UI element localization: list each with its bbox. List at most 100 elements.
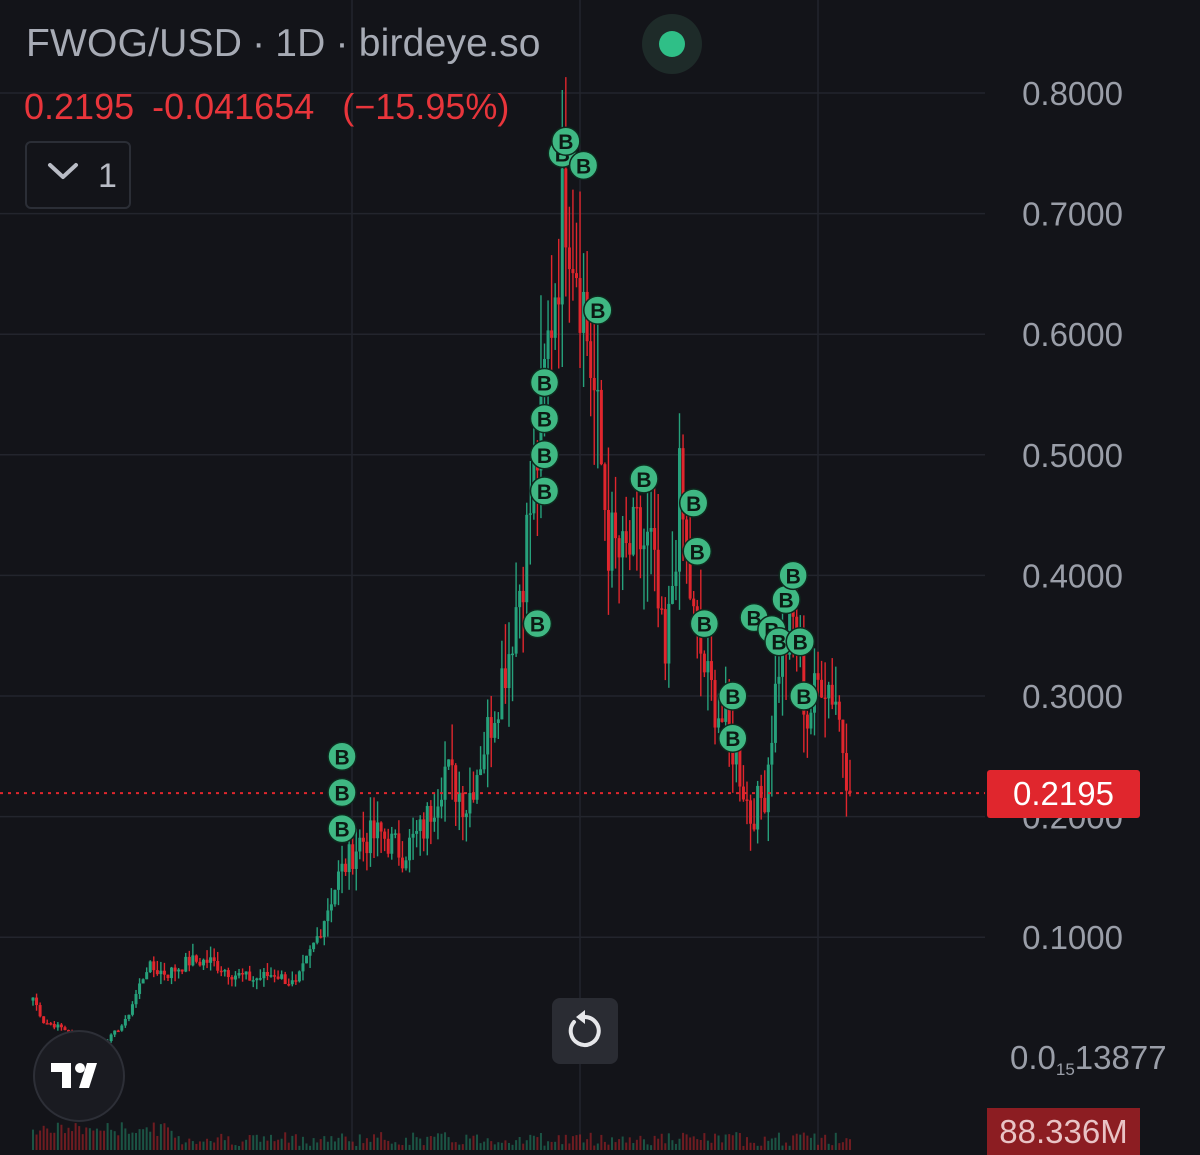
volume-bar	[699, 1139, 702, 1150]
chart-title: FWOG/USD · 1D · birdeye.so	[26, 22, 541, 66]
volume-bar	[106, 1123, 109, 1150]
buy-marker-label: B	[537, 372, 552, 395]
volume-bar	[46, 1128, 49, 1150]
volume-bar	[557, 1135, 560, 1150]
volume-bar	[504, 1140, 507, 1150]
volume-bar	[74, 1123, 77, 1150]
candle-body	[166, 974, 170, 979]
candle-body	[628, 543, 632, 555]
volume-bar	[440, 1133, 443, 1150]
volume-bar	[312, 1138, 315, 1150]
candle-body	[571, 269, 575, 274]
buy-marker-label: B	[747, 608, 762, 631]
volume-bar	[465, 1134, 468, 1150]
indicators-toggle-button[interactable]: 1	[25, 141, 131, 209]
volume-bar	[433, 1136, 436, 1150]
volume-bar	[248, 1134, 251, 1150]
volume-bar	[660, 1133, 663, 1150]
candle-body	[528, 513, 532, 515]
volume-bar	[238, 1145, 241, 1150]
chevron-down-icon	[48, 163, 78, 179]
tradingview-logo-button[interactable]	[33, 1030, 125, 1122]
volume-bar	[163, 1123, 166, 1150]
volume-bar	[507, 1142, 510, 1150]
candle-body	[297, 971, 301, 982]
candle-body	[191, 955, 195, 966]
reset-chart-button[interactable]	[552, 998, 618, 1064]
buy-marker-badge	[529, 476, 560, 506]
candle-body	[827, 684, 831, 699]
candle-body	[770, 742, 774, 765]
candle-body	[702, 653, 706, 673]
candle-body	[500, 668, 504, 720]
volume-bar	[337, 1137, 340, 1150]
candle-body	[198, 961, 202, 966]
candle-body	[379, 822, 383, 832]
candle-body	[333, 889, 337, 905]
candle-body	[440, 799, 443, 807]
volume-bar	[774, 1137, 777, 1150]
buy-marker-badge	[529, 403, 560, 434]
candle-body	[461, 792, 465, 818]
buy-marker-label: B	[590, 300, 605, 323]
buy-marker-badge	[718, 681, 748, 711]
interval-label[interactable]: 1D	[275, 22, 326, 65]
volume-bar	[387, 1140, 390, 1150]
volume-bar	[781, 1145, 784, 1150]
volume-bar	[429, 1136, 432, 1150]
candle-body	[709, 661, 713, 681]
price-change-value: -0.041654	[152, 86, 315, 127]
volume-bar	[500, 1142, 503, 1150]
candle-body	[766, 764, 770, 813]
candle-body	[187, 956, 191, 966]
volume-bar	[291, 1135, 294, 1150]
candle-body	[376, 822, 380, 839]
volume-bar	[419, 1138, 422, 1150]
volume-bar	[607, 1144, 610, 1150]
candle-body	[184, 956, 188, 972]
volume-bar	[174, 1137, 177, 1150]
price-axis-label: 0.7000	[1022, 196, 1123, 233]
candle-body	[543, 358, 547, 375]
volume-bar	[639, 1135, 642, 1150]
candle-body	[727, 703, 731, 731]
candle-body	[358, 837, 362, 852]
candle-body	[177, 969, 181, 972]
candle-body	[454, 765, 458, 802]
volume-bar	[571, 1136, 574, 1150]
volume-bar	[667, 1133, 670, 1150]
volume-bar	[323, 1136, 326, 1150]
volume-bar	[845, 1138, 848, 1150]
buy-marker-badge	[789, 681, 819, 711]
symbol-label[interactable]: FWOG/USD	[26, 22, 243, 65]
candle-body	[525, 514, 529, 603]
volume-bar	[476, 1134, 479, 1150]
candle-body	[489, 717, 493, 738]
candle-body	[397, 833, 401, 858]
volume-bar	[657, 1138, 660, 1150]
candle-body	[823, 697, 827, 700]
buy-marker: B	[529, 403, 560, 434]
volume-bar	[230, 1144, 233, 1150]
volume-bar	[813, 1133, 816, 1150]
volume-bar	[56, 1122, 59, 1150]
volume-bar	[88, 1128, 91, 1150]
candle-body	[734, 747, 738, 765]
buy-marker: B	[568, 150, 599, 181]
candle-body	[468, 792, 472, 814]
candle-body	[429, 805, 433, 822]
candle-body	[145, 972, 149, 980]
price-axis-label: 0.6000	[1022, 316, 1123, 353]
volume-bar	[341, 1133, 344, 1150]
buy-marker: B	[529, 476, 560, 506]
price-change-legend: 0.2195 -0.041654 (−15.95%)	[24, 86, 509, 128]
volume-bar	[110, 1129, 113, 1150]
candle-body	[290, 980, 294, 985]
volume-bar	[554, 1141, 557, 1150]
volume-bar	[671, 1140, 674, 1150]
buy-marker-badge	[568, 150, 599, 181]
volume-bar	[632, 1143, 635, 1150]
volume-bar	[760, 1145, 763, 1150]
volume-bar	[269, 1134, 272, 1150]
